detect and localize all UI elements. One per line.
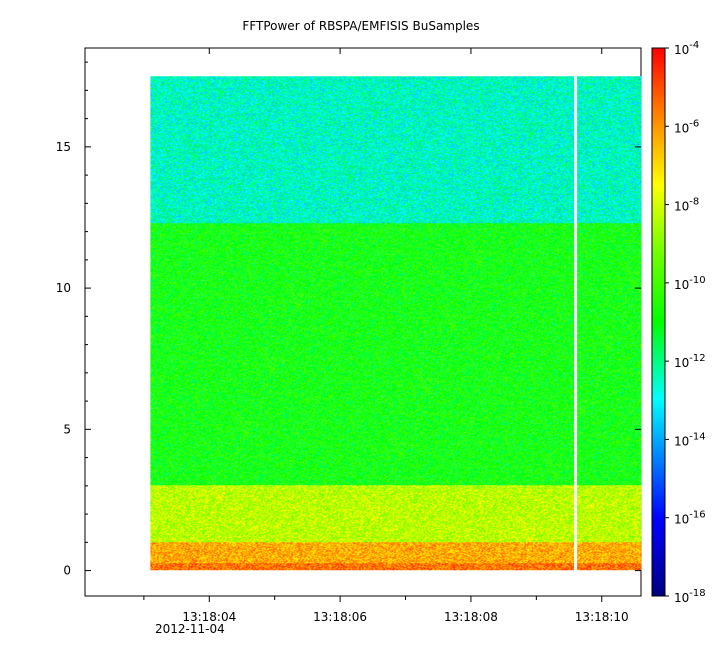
- x-tick-label: 13:18:04: [182, 610, 236, 624]
- y-tick-label: 15: [56, 140, 71, 154]
- chart-title: FFTPower of RBSPA/EMFISIS BuSamples: [242, 19, 479, 33]
- y-tick-label: 10: [56, 281, 71, 295]
- x-axis: 13:18:04 13:18:06 13:18:08 13:18:10: [143, 48, 629, 624]
- y-axis: 0 5 10 15: [56, 61, 641, 578]
- y-tick-label: 5: [63, 422, 71, 436]
- y-tick-label: 0: [63, 564, 71, 578]
- colorbar-tick-label: 10-8: [674, 197, 699, 214]
- colorbar-tick-label: 10-16: [674, 510, 706, 527]
- colorbar-axis: 10-4 10-6 10-8 10-10 10-12 10-14 10-16 10-18: [665, 40, 706, 605]
- x-tick-label: 13:18:10: [575, 610, 629, 624]
- spectrogram-image: [150, 76, 642, 571]
- x-tick-label: 13:18:06: [313, 610, 367, 624]
- x-date-label: 2012-11-04: [155, 622, 225, 636]
- colorbar-tick-label: 10-4: [674, 40, 699, 57]
- colorbar-tick-label: 10-14: [674, 431, 706, 448]
- colorbar-tick-label: 10-18: [674, 588, 706, 605]
- colorbar: [651, 47, 666, 597]
- colorbar-tick-label: 10-10: [674, 275, 706, 292]
- colorbar-tick-label: 10-12: [674, 353, 706, 370]
- x-tick-label: 13:18:08: [444, 610, 498, 624]
- colorbar-tick-label: 10-6: [674, 118, 699, 135]
